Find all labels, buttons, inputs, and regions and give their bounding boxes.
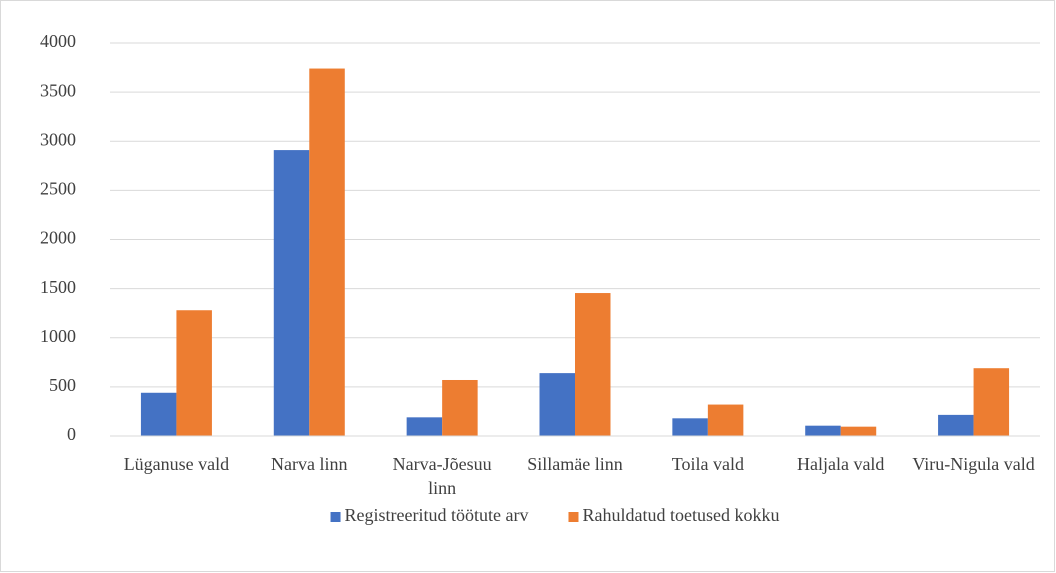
y-tick-label: 1500	[40, 277, 76, 297]
legend-label: Rahuldatud toetused kokku	[582, 505, 779, 525]
bar	[575, 293, 611, 436]
bar	[938, 414, 974, 436]
legend-label: Registreeritud töötute arv	[345, 505, 529, 525]
y-tick-label: 500	[49, 375, 76, 395]
x-tick-label: Haljala vald	[797, 454, 884, 474]
y-tick-label: 3500	[40, 80, 76, 100]
bar	[406, 417, 443, 436]
bar	[442, 379, 478, 436]
bar	[539, 373, 575, 436]
y-tick-label: 3000	[40, 129, 76, 149]
x-tick-label: Narva-Jõesuu linn	[393, 454, 492, 498]
legend-swatch	[330, 512, 341, 522]
legend-swatch	[568, 512, 579, 522]
bar	[973, 368, 1010, 436]
bar	[273, 150, 310, 436]
x-tick-label: Viru-Nigula vald	[912, 454, 1034, 474]
x-tick-label: Lüganuse vald	[124, 454, 229, 474]
bar	[176, 310, 212, 436]
x-tick-label: Sillamäe linn	[527, 454, 622, 474]
y-tick-label: 2000	[40, 228, 76, 248]
y-tick-label: 0	[67, 424, 76, 444]
bar	[309, 68, 345, 437]
bar	[805, 425, 841, 436]
x-tick-label: Toila vald	[672, 454, 744, 474]
y-tick-label: 2500	[40, 179, 76, 199]
bar	[840, 426, 877, 436]
bar	[672, 418, 708, 436]
y-tick-label: 4000	[40, 31, 76, 51]
x-tick-label: Narva linn	[271, 454, 347, 474]
y-tick-label: 1000	[40, 326, 76, 346]
bar	[140, 392, 177, 436]
bar	[707, 404, 744, 436]
